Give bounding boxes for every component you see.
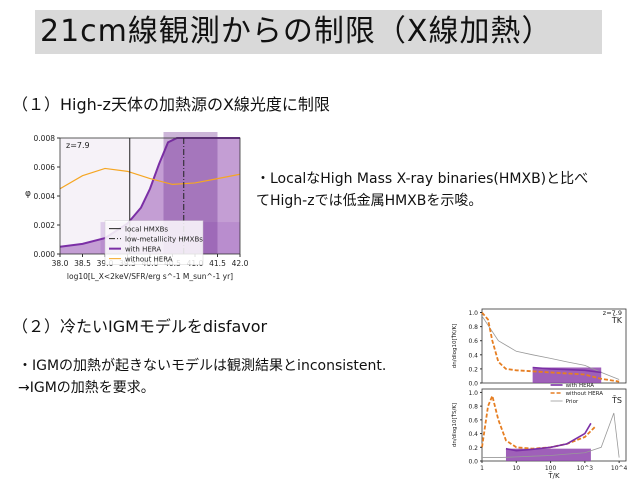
legend-entry: Prior xyxy=(566,399,579,405)
y-tick-label: 0.4 xyxy=(468,431,478,438)
y-tick-label: 0.8 xyxy=(468,324,478,331)
x-tick-label: 10^3 xyxy=(577,465,594,472)
y-tick-label: 0.2 xyxy=(468,366,478,373)
panel-2-without-hera-line xyxy=(481,393,596,450)
title-bar xyxy=(35,10,602,54)
y-tick-label: 1.0 xyxy=(468,390,478,397)
panel-1-with-hera-area xyxy=(532,367,602,383)
x-tick-label: 100 xyxy=(545,465,557,472)
y-tick-label: 0.0 xyxy=(468,459,478,466)
y-tick-label: 0.006 xyxy=(34,163,56,172)
section-heading-1: （１）High-z天体の加熱源のX線光度に制限 xyxy=(12,95,330,114)
panel-1-with-hera-line xyxy=(532,366,602,374)
section-heading-2: （２）冷たいIGMモデルをdisfavor xyxy=(12,317,268,336)
y-tick-label: 0.0 xyxy=(468,381,478,388)
note-1-line-2: てHigh-zでは低金属HMXBを示唆。 xyxy=(256,193,483,209)
legend-entry: low-metallicity HMXBs xyxy=(125,236,203,244)
annotation: z=7.9 xyxy=(66,141,90,150)
panel-1-without-hera-line xyxy=(481,311,620,383)
x-axis-label: log10[L_X<2keV/SFR/erg s^-1 M_sun^-1 yr] xyxy=(67,272,233,281)
y-tick-label: 0.2 xyxy=(468,445,478,452)
panel-2-y-axis-label: dn/dlog10[T̄S/K] xyxy=(451,403,458,447)
legend-box xyxy=(104,220,204,265)
x-tick-label: 1 xyxy=(480,465,484,472)
note-1: ・LocalなHigh Mass X-ray binaries(HMXB)と比べ… xyxy=(256,168,626,212)
x-axis-label: T̄/K xyxy=(547,471,560,479)
y-tick-label: 0.008 xyxy=(34,134,56,143)
x-tick-label: 10^4 xyxy=(611,465,628,472)
panel-2-label: T̄S xyxy=(611,395,622,405)
panel-2-prior-line xyxy=(482,412,620,458)
x-tick-label: 38.5 xyxy=(74,259,91,268)
note-1-line-1: ・LocalなHigh Mass X-ray binaries(HMXB)と比べ xyxy=(256,171,589,187)
x-tick-label: 10 xyxy=(512,465,520,472)
note-2-line-1: ・IGMの加熱が起きないモデルは観測結果とinconsistent. xyxy=(18,358,387,374)
panel-2-with-hera-line xyxy=(505,422,592,452)
y-tick-label: 0.6 xyxy=(468,417,478,424)
y-tick-label: 1.0 xyxy=(468,310,478,317)
y-axis-label: φ xyxy=(25,189,31,199)
panel-1-y-axis-label: dn/dlog10[T̄K/K] xyxy=(451,324,458,368)
y-tick-label: 0.000 xyxy=(34,250,56,259)
annotation: z=7.9 xyxy=(603,309,622,317)
y-tick-label: 0.002 xyxy=(34,221,56,230)
temperature-posterior-chart: 0.0 0.2 0.4 0.6 0.8 1.0 dn/dlog10[T̄K/K] T̄K 0.0… xyxy=(451,308,628,479)
y-tick-label: 0.004 xyxy=(34,192,56,201)
slide-title: 21cm線観測からの制限（X線加熱） xyxy=(40,14,553,49)
luminosity-posterior-chart: 38.038.539.039.540.040.541.041.542.00.00… xyxy=(25,132,249,281)
y-tick-label: 0.4 xyxy=(468,352,478,359)
note-2-line-2: →IGMの加熱を要求。 xyxy=(18,380,155,396)
legend-entry: without HERA xyxy=(566,391,604,397)
panel-1-prior-line xyxy=(481,315,620,380)
panel-1-label: T̄K xyxy=(611,315,623,325)
without-hera-line xyxy=(59,167,241,190)
note-2: ・IGMの加熱が起きないモデルは観測結果とinconsistent. →IGMの… xyxy=(18,355,438,399)
y-tick-label: 0.6 xyxy=(468,338,478,345)
legend-entry: with HERA xyxy=(125,246,161,254)
legend-entry: with HERA xyxy=(566,383,595,389)
x-tick-label: 41.5 xyxy=(209,259,226,268)
x-tick-label: 42.0 xyxy=(232,259,249,268)
legend-entry: local HMXBs xyxy=(125,226,168,234)
y-tick-label: 0.8 xyxy=(468,404,478,411)
x-tick-label: 38.0 xyxy=(52,259,69,268)
panel-2-with-hera-area xyxy=(505,448,591,461)
legend-entry: without HERA xyxy=(125,256,173,264)
